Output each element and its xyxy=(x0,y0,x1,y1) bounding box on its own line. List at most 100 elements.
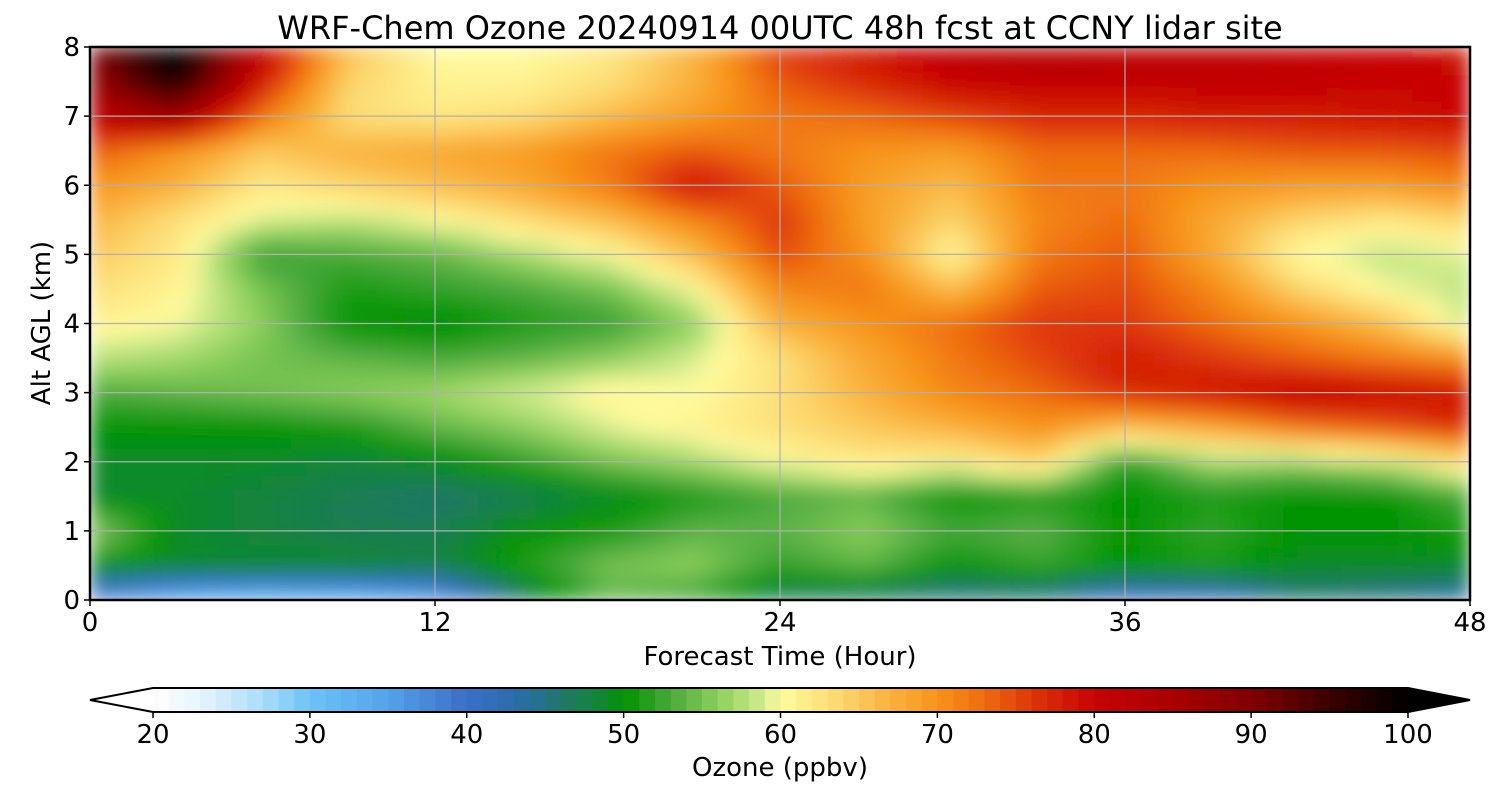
heatmap-cell xyxy=(1340,503,1356,518)
heatmap-cell xyxy=(118,143,134,159)
heatmap-cell xyxy=(564,143,580,159)
heatmap-cell xyxy=(866,364,882,380)
heatmap-cell xyxy=(1311,254,1327,269)
heatmap-cell xyxy=(736,378,752,394)
heatmap-cell xyxy=(923,530,939,546)
heatmap-cell xyxy=(1326,406,1342,421)
heatmap-cell xyxy=(1168,88,1184,103)
heatmap-cell xyxy=(923,351,939,366)
heatmap-cell xyxy=(851,74,867,90)
heatmap-cell xyxy=(938,420,954,435)
heatmap-cell xyxy=(1168,337,1184,352)
heatmap-cell xyxy=(1455,572,1470,587)
heatmap-cell xyxy=(780,351,795,366)
heatmap-cell xyxy=(736,268,752,283)
heatmap-cell xyxy=(291,268,307,283)
heatmap-cell xyxy=(478,309,494,325)
heatmap-cell xyxy=(1125,351,1140,366)
heatmap-cell xyxy=(1426,544,1442,560)
heatmap-cell xyxy=(909,254,925,269)
heatmap-cell xyxy=(1067,295,1083,311)
heatmap-cell xyxy=(262,282,278,297)
heatmap-cell xyxy=(808,392,824,408)
heatmap-cell xyxy=(320,116,335,131)
heatmap-cell xyxy=(276,461,292,477)
heatmap-cell xyxy=(995,185,1011,200)
heatmap-cell xyxy=(391,129,407,145)
heatmap-cell xyxy=(1081,157,1097,173)
heatmap-cell xyxy=(90,420,105,435)
heatmap-cell xyxy=(780,572,795,587)
heatmap-cell xyxy=(1081,254,1097,269)
heatmap-cell xyxy=(190,489,206,504)
heatmap-cell xyxy=(650,240,666,255)
heatmap-cell xyxy=(736,102,752,117)
heatmap-cell xyxy=(1196,461,1212,477)
heatmap-cell xyxy=(1067,129,1083,145)
heatmap-cell xyxy=(1096,47,1112,62)
heatmap-cell xyxy=(190,475,206,490)
heatmap-cell xyxy=(1412,88,1428,103)
heatmap-cell xyxy=(406,102,422,117)
heatmap-cell xyxy=(90,323,105,338)
heatmap-cell xyxy=(1053,323,1069,338)
heatmap-cell xyxy=(1125,185,1140,200)
heatmap-cell xyxy=(1383,420,1399,435)
heatmap-cell xyxy=(1297,295,1313,311)
heatmap-cell xyxy=(1038,461,1054,477)
heatmap-cell xyxy=(219,116,235,131)
heatmap-cell xyxy=(90,337,105,352)
heatmap-cell xyxy=(607,254,623,269)
heatmap-cell xyxy=(104,461,120,477)
heatmap-cell xyxy=(665,157,680,173)
heatmap-cell xyxy=(1240,199,1255,214)
heatmap-cell xyxy=(262,88,278,103)
heatmap-cell xyxy=(348,530,364,546)
heatmap-cell xyxy=(636,116,652,131)
heatmap-cell xyxy=(1426,240,1442,255)
heatmap-cell xyxy=(1311,351,1327,366)
heatmap-cell xyxy=(1225,434,1241,449)
heatmap-cell xyxy=(550,558,565,573)
heatmap-cell xyxy=(1254,489,1270,504)
heatmap-cell xyxy=(650,282,666,297)
colorbar-segment xyxy=(686,688,703,712)
heatmap-cell xyxy=(794,295,810,311)
heatmap-cell xyxy=(837,530,853,546)
heatmap-cell xyxy=(363,489,379,504)
heatmap-cell xyxy=(823,544,839,560)
heatmap-cell xyxy=(406,157,422,173)
heatmap-cell xyxy=(550,392,565,408)
heatmap-cell xyxy=(1297,586,1313,600)
heatmap-cell xyxy=(1441,434,1457,449)
heatmap-cell xyxy=(1182,47,1198,62)
heatmap-cell xyxy=(1168,226,1184,242)
heatmap-cell xyxy=(1369,447,1385,463)
heatmap-cell xyxy=(593,282,609,297)
heatmap-cell xyxy=(305,420,321,435)
heatmap-cell xyxy=(1053,489,1069,504)
heatmap-cell xyxy=(1053,392,1069,408)
heatmap-cell xyxy=(1455,295,1470,311)
heatmap-cell xyxy=(305,461,321,477)
heatmap-cell xyxy=(334,199,350,214)
heatmap-cell xyxy=(866,434,882,449)
heatmap-cell xyxy=(1053,558,1069,573)
heatmap-cell xyxy=(938,323,954,338)
heatmap-cell xyxy=(1311,60,1327,76)
heatmap-cell xyxy=(550,323,565,338)
heatmap-cell xyxy=(866,226,882,242)
heatmap-cell xyxy=(794,199,810,214)
heatmap-cell xyxy=(1153,351,1169,366)
heatmap-cell xyxy=(478,406,494,421)
heatmap-cell xyxy=(708,351,724,366)
heatmap-cell xyxy=(276,420,292,435)
heatmap-cell xyxy=(391,199,407,214)
heatmap-cell xyxy=(176,351,192,366)
heatmap-cell xyxy=(1455,226,1470,242)
heatmap-cell xyxy=(161,102,177,117)
heatmap-cell xyxy=(880,240,896,255)
heatmap-cell xyxy=(708,254,724,269)
heatmap-cell xyxy=(176,102,192,117)
heatmap-cell xyxy=(377,157,393,173)
